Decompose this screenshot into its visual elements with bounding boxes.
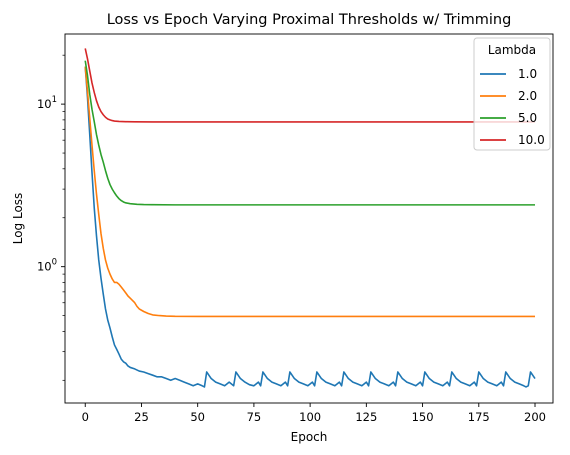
legend-box [473,37,551,151]
y-tick-label: 101 [37,95,57,111]
legend-title: Lambda [488,43,536,57]
chart-title: Loss vs Epoch Varying Proximal Threshold… [107,12,512,28]
x-tick-label: 0 [82,410,89,424]
series-line-10-0 [84,48,536,123]
x-tick-label: 50 [190,410,205,424]
legend-label: 10.0 [518,133,545,147]
series-line-2-0 [84,66,536,318]
x-tick-label: 100 [299,410,321,424]
plot-frame [64,33,554,404]
x-axis: 0 25 50 75 100 125 150 175 200 [82,403,546,424]
series-line-1-0 [84,66,536,388]
legend-label: 5.0 [518,111,537,125]
x-tick-label: 125 [355,410,377,424]
legend: Lambda 1.0 2.0 5.0 10.0 [473,37,551,151]
x-tick-label: 75 [247,410,262,424]
x-tick-label: 25 [134,410,149,424]
legend-label: 2.0 [518,89,537,103]
y-tick-label: 100 [37,258,57,274]
x-tick-label: 200 [524,410,546,424]
x-tick-label: 150 [412,410,434,424]
y-axis: 100 101 [37,54,65,381]
x-axis-label: Epoch [291,430,328,444]
y-axis-label: Log Loss [11,193,25,245]
series-line-5-0 [84,60,536,206]
x-tick-label: 175 [468,410,490,424]
legend-label: 1.0 [518,67,537,81]
series-layer [84,48,536,388]
